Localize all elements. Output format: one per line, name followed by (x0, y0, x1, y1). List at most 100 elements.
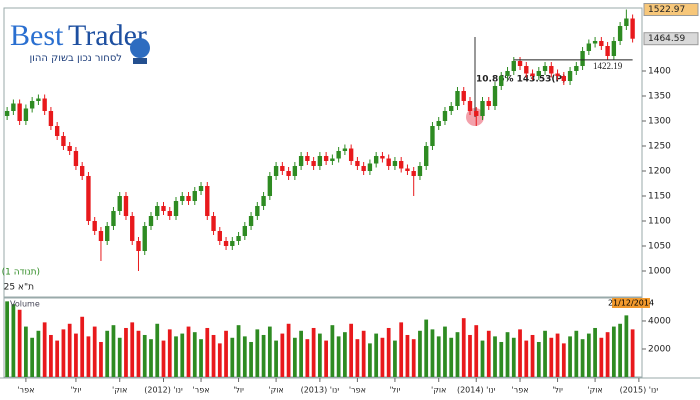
volume-panel (3, 297, 643, 378)
date-box (612, 298, 650, 308)
candle-body (542, 66, 548, 71)
volume-bar (292, 337, 297, 377)
y-tick-label: 1400 (648, 67, 671, 77)
volume-bar (386, 327, 391, 377)
candle-body (530, 73, 535, 76)
volume-bar (5, 301, 10, 377)
volume-bar (42, 322, 47, 377)
candle-body (336, 151, 341, 159)
x-tick-label: אפר' (192, 386, 209, 395)
volume-bar (468, 334, 472, 377)
candle-body (555, 73, 560, 76)
x-tick-label: יול' (233, 386, 244, 395)
candle-body (148, 216, 154, 226)
candle-body (186, 196, 191, 201)
volume-bar (324, 340, 329, 377)
candle-body (355, 161, 360, 166)
index-name: ת"א 25 (4, 283, 34, 293)
volume-bar (205, 327, 210, 377)
candle-body (36, 98, 41, 101)
candle-body (480, 101, 485, 116)
x-tick-label: אוק' (431, 386, 446, 395)
candle-body (117, 196, 122, 211)
candle-body (273, 166, 279, 176)
volume-bar (174, 336, 178, 377)
volume-bar (24, 326, 28, 377)
logo-globe (130, 38, 150, 58)
candle-body (586, 43, 592, 51)
candle-body (424, 146, 429, 166)
volume-bar (49, 334, 53, 377)
volume-bar (611, 326, 616, 377)
x-tick-label: אוק' (112, 386, 127, 395)
volume-bar (580, 339, 585, 377)
volume-bar (374, 333, 379, 377)
candle-body (42, 98, 47, 111)
candle-body (373, 156, 379, 164)
candle-body (630, 18, 635, 39)
candle-body (92, 221, 97, 231)
volume-bar (436, 336, 441, 377)
candle-body (236, 236, 241, 241)
volume-bar (105, 330, 110, 377)
candle-body (61, 136, 66, 146)
candle-body (474, 111, 479, 116)
volume-bar (280, 333, 285, 377)
candle-body (105, 226, 110, 241)
volume-bar (430, 329, 435, 377)
volume-tick-label: 4000 (648, 316, 671, 326)
volume-bar (599, 337, 604, 377)
volume-bar (199, 339, 203, 377)
y-tick-label: 1350 (648, 92, 671, 102)
x-tick-label: יול' (390, 386, 401, 395)
volume-bar (480, 340, 485, 377)
candle-body (305, 156, 310, 161)
x-tick-label: אפר' (17, 386, 34, 395)
volume-bar (418, 330, 422, 377)
y-tick-label: 1300 (648, 117, 671, 127)
candle-body (161, 206, 166, 211)
volume-bar (518, 329, 522, 377)
candle-body (436, 121, 441, 126)
x-tick-label: יול' (552, 386, 563, 395)
volume-bar (568, 336, 572, 377)
candle-body (511, 61, 516, 71)
change-annotation: 10.86% 143.53(P) (476, 75, 566, 85)
x-tick-label: ינו' (2015) (620, 386, 659, 395)
volume-bar (355, 339, 360, 377)
candle-body (123, 196, 129, 216)
candle-body (130, 216, 135, 241)
candle-body (405, 168, 410, 171)
candle-body (180, 196, 185, 201)
candle-body (442, 111, 448, 121)
x-tick-label: ינו' (2013) (301, 386, 340, 395)
x-tick-label: אפר' (511, 386, 528, 395)
volume-bar (368, 343, 372, 377)
candle-body (217, 231, 222, 241)
x-tick-label: אוק' (268, 386, 283, 395)
volume-bar (67, 323, 72, 377)
candle-body (79, 166, 85, 176)
volume-bar (186, 326, 191, 377)
candle-body (111, 211, 116, 226)
volume-bar (549, 337, 554, 377)
volume-bar (474, 325, 479, 377)
volume-bar (130, 322, 135, 377)
candle-body (386, 158, 391, 166)
volume-bar (274, 340, 278, 377)
volume-bar (155, 323, 160, 377)
candle-body (430, 126, 435, 146)
x-tick-label: יול' (71, 386, 82, 395)
volume-bar (17, 309, 22, 377)
candle-body (211, 216, 216, 231)
logo-best: Best (10, 19, 64, 52)
volume-bar (605, 332, 610, 377)
candle-body (611, 41, 617, 56)
candle-body (417, 166, 423, 176)
volume-bar (261, 334, 266, 377)
candle-body (323, 156, 329, 161)
volume-bar (361, 330, 366, 377)
volume-bar (255, 329, 260, 377)
price-marker-box (643, 3, 699, 17)
